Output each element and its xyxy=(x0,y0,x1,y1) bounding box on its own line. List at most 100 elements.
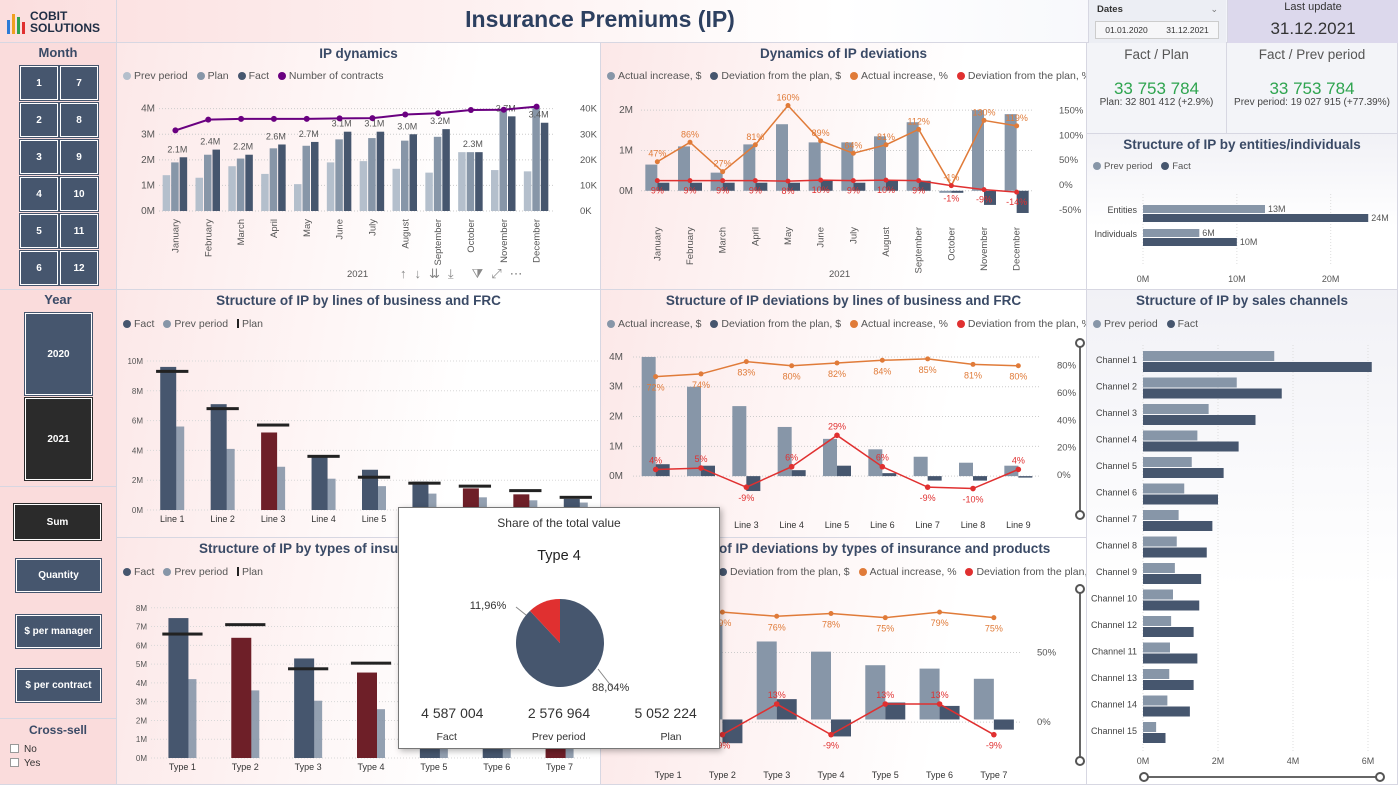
increase-pct-point xyxy=(720,169,726,175)
contracts-point xyxy=(533,103,540,110)
more-options-icon[interactable]: ⋯ xyxy=(509,266,523,281)
data-label: 79% xyxy=(931,618,949,628)
quantity-button[interactable]: Quantity xyxy=(16,559,101,592)
ip-dynamics-chart[interactable]: 0M 1M 2M 3M 4M 0K 10K 20K 30K 40K 2.1M January 2.4M F… xyxy=(117,43,601,290)
bar-fact xyxy=(245,154,253,211)
data-label: 47% xyxy=(648,149,666,159)
month-5-button[interactable]: 5 xyxy=(20,214,58,248)
month-3-button[interactable]: 3 xyxy=(20,140,58,174)
bar-prev-period xyxy=(326,162,335,211)
types-deviations-legend: Deviation from the plan, $ Actual increa… xyxy=(719,566,1086,578)
logo: COBIT SOLUTIONS xyxy=(6,8,116,36)
data-label: 13% xyxy=(876,690,894,700)
contracts-point xyxy=(402,111,409,118)
x-tick-label: September xyxy=(433,219,444,265)
deviation-pct-point xyxy=(991,731,997,738)
ip-deviations-chart[interactable]: 0M 1M 2M -50% 0% 50% 100% 150% January February Ma… xyxy=(601,43,1087,290)
y-tick-label: 0M xyxy=(141,206,155,217)
checkbox-icon[interactable] xyxy=(10,744,19,753)
bar-deviation-plan xyxy=(918,180,931,191)
y2-tick-label: 0K xyxy=(580,206,592,217)
bar-fact xyxy=(1143,388,1282,399)
x-tick-label: Line 7 xyxy=(915,520,940,530)
logo-bars-icon xyxy=(7,14,25,34)
crosssell-yes[interactable]: Yes xyxy=(10,757,40,771)
ip-deviations-legend: Actual increase, $ Deviation from the pl… xyxy=(607,70,1086,82)
lines-business-panel: Structure of IP by lines of business and… xyxy=(117,290,601,538)
year-2020-button[interactable]: 2020 xyxy=(25,313,92,395)
x-tick-label: January xyxy=(652,227,663,261)
checkbox-icon[interactable] xyxy=(10,758,19,767)
bar-actual-increase xyxy=(808,142,821,191)
filter-icon[interactable]: ⧩ xyxy=(471,266,484,281)
y-tick-label: 4M xyxy=(609,352,623,363)
month-1-button[interactable]: 1 xyxy=(20,66,58,100)
expand-down-icon[interactable]: ⤓ xyxy=(447,266,454,281)
slider-handle[interactable] xyxy=(1375,772,1385,782)
dates-slicer[interactable]: Dates ⌄ 01.01.2020 31.12.2021 xyxy=(1088,0,1226,43)
year-2021-button[interactable]: 2021 xyxy=(25,398,92,480)
sum-button[interactable]: Sum xyxy=(14,504,101,540)
chevron-down-icon[interactable]: ⌄ xyxy=(1210,4,1218,14)
x-tick-label: Line 2 xyxy=(210,514,235,524)
data-label: 9% xyxy=(749,186,762,196)
slider-handle[interactable] xyxy=(1075,756,1085,766)
data-label: 89% xyxy=(812,128,830,138)
sales-channels-chart[interactable]: 0M 2M 4M 6M Channel 1 Channel 2 Channel 3 Chann… xyxy=(1087,290,1398,785)
month-11-button[interactable]: 11 xyxy=(60,214,98,248)
date-from[interactable]: 01.01.2020 xyxy=(1105,25,1148,35)
x-tick-label: December xyxy=(1012,227,1023,271)
bar-prev-period xyxy=(1143,430,1198,441)
per-contract-button[interactable]: $ per contract xyxy=(16,669,101,702)
month-7-button[interactable]: 7 xyxy=(60,66,98,100)
bar-fact xyxy=(1143,733,1166,743)
month-6-button[interactable]: 6 xyxy=(20,251,58,285)
month-4-button[interactable]: 4 xyxy=(20,177,58,211)
fact-plan-sub: Plan: 32 801 412 (+2.9%) xyxy=(1099,97,1214,108)
bar-actual-increase xyxy=(743,144,756,191)
y-category-label: Channel 12 xyxy=(1091,620,1137,630)
month-12-button[interactable]: 12 xyxy=(60,251,98,285)
vertical-zoom-slider[interactable] xyxy=(1075,584,1085,766)
horizontal-zoom-slider[interactable] xyxy=(1139,772,1385,782)
slider-handle[interactable] xyxy=(1139,772,1149,782)
slider-handle[interactable] xyxy=(1075,584,1085,594)
per-manager-button[interactable]: $ per manager xyxy=(16,615,101,648)
arrow-down-icon[interactable]: ↓ xyxy=(414,266,422,281)
data-label: -9% xyxy=(714,741,730,751)
increase-pct-point xyxy=(970,361,976,367)
data-label: 9% xyxy=(912,186,925,196)
x-tick-label: Line 5 xyxy=(362,514,387,524)
double-arrow-down-icon[interactable]: ⇊ xyxy=(429,266,440,281)
data-label: 2.6M xyxy=(266,131,286,141)
crosssell-no[interactable]: No xyxy=(10,743,40,757)
bar-prev-period xyxy=(1143,669,1170,679)
bar-actual-increase xyxy=(906,122,919,191)
month-10-button[interactable]: 10 xyxy=(60,177,98,211)
month-2-button[interactable]: 2 xyxy=(20,103,58,137)
x-tick-label: July xyxy=(367,219,378,236)
increase-pct-line xyxy=(656,104,1017,188)
slider-handle[interactable] xyxy=(1075,510,1085,520)
x-tick-label: Type 2 xyxy=(232,762,259,772)
slider-handle[interactable] xyxy=(1075,338,1085,348)
vertical-zoom-slider[interactable] xyxy=(1075,338,1085,520)
month-9-button[interactable]: 9 xyxy=(60,140,98,174)
bar-prev-period xyxy=(521,500,538,510)
crosssell-label: Cross-sell xyxy=(28,723,88,737)
bar-plan xyxy=(532,107,540,211)
lines-business-chart[interactable]: 0M 2M 4M 6M 8M 10M Line 1 Line 2 Line 3 Line 4 Lin… xyxy=(117,290,601,538)
x-tick-label: May xyxy=(783,227,794,245)
arrow-up-icon[interactable]: ↑ xyxy=(400,266,407,281)
focus-mode-icon[interactable]: ⤢ xyxy=(491,266,502,281)
date-to[interactable]: 31.12.2021 xyxy=(1166,25,1209,35)
x-tick-label: Type 1 xyxy=(169,762,196,772)
contracts-point xyxy=(303,115,310,122)
entities-chart[interactable]: 0M 10M 20M Entities 13M 24M Individuals 6M 10M xyxy=(1087,134,1398,290)
month-8-button[interactable]: 8 xyxy=(60,103,98,137)
bar-deviation-plan xyxy=(690,182,702,191)
x-tick-label: Line 3 xyxy=(734,520,759,530)
share-pie-chart: 88,04% 11,96% xyxy=(470,599,630,694)
bar-prev-period xyxy=(1143,457,1192,467)
